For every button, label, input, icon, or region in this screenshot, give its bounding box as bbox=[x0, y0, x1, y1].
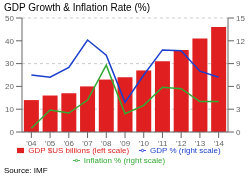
svg-text:'10: '10 bbox=[139, 139, 150, 148]
svg-text:6: 6 bbox=[236, 82, 241, 91]
html-text:Source: IMF: Source: IMF bbox=[4, 166, 48, 175]
svg-text:'09: '09 bbox=[120, 139, 131, 148]
svg-text:'04: '04 bbox=[26, 139, 37, 148]
svg-text:'11: '11 bbox=[158, 139, 168, 148]
svg-text:'13: '13 bbox=[195, 139, 206, 148]
svg-text:0: 0 bbox=[236, 128, 241, 137]
html-text:GDP % (right scale): GDP % (right scale) bbox=[150, 146, 221, 155]
html-text:GDP Growth & Inflation Rate (%: GDP Growth & Inflation Rate (%) bbox=[4, 2, 150, 13]
svg-text:9: 9 bbox=[236, 59, 241, 68]
svg-text:'06: '06 bbox=[64, 139, 75, 148]
svg-text:10: 10 bbox=[8, 105, 15, 114]
svg-text:3: 3 bbox=[236, 105, 241, 114]
html-text:GDP $US billions (left scale): GDP $US billions (left scale) bbox=[28, 146, 130, 155]
html-text:Inflation % (right scale): Inflation % (right scale) bbox=[83, 156, 166, 165]
svg-text:'12: '12 bbox=[176, 139, 187, 148]
svg-text:12: 12 bbox=[236, 37, 242, 46]
svg-text:'07: '07 bbox=[82, 139, 93, 148]
svg-text:40: 40 bbox=[8, 37, 15, 46]
svg-text:30: 30 bbox=[8, 59, 15, 68]
svg-text:'05: '05 bbox=[45, 139, 56, 148]
svg-text:50: 50 bbox=[8, 14, 15, 23]
svg-text:0: 0 bbox=[10, 128, 15, 137]
svg-text:'08: '08 bbox=[101, 139, 112, 148]
svg-text:20: 20 bbox=[8, 82, 15, 91]
svg-text:15: 15 bbox=[236, 14, 242, 23]
svg-text:'14: '14 bbox=[213, 139, 224, 148]
